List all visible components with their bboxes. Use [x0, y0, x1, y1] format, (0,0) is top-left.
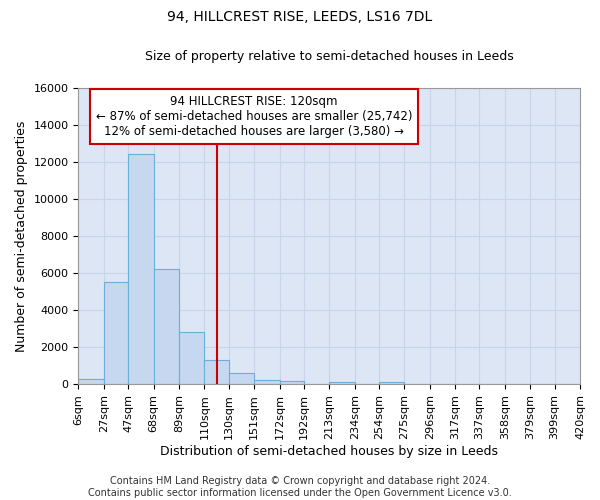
Y-axis label: Number of semi-detached properties: Number of semi-detached properties — [15, 120, 28, 352]
Bar — [254, 380, 280, 384]
X-axis label: Distribution of semi-detached houses by size in Leeds: Distribution of semi-detached houses by … — [160, 444, 498, 458]
Bar — [128, 154, 154, 384]
Text: Contains HM Land Registry data © Crown copyright and database right 2024.
Contai: Contains HM Land Registry data © Crown c… — [88, 476, 512, 498]
Bar — [154, 270, 179, 384]
Bar — [329, 382, 355, 384]
Bar — [179, 332, 205, 384]
Bar — [280, 382, 304, 384]
Bar — [379, 382, 404, 384]
Bar — [229, 373, 254, 384]
Bar — [79, 378, 104, 384]
Text: 94 HILLCREST RISE: 120sqm
← 87% of semi-detached houses are smaller (25,742)
12%: 94 HILLCREST RISE: 120sqm ← 87% of semi-… — [96, 95, 412, 138]
Title: Size of property relative to semi-detached houses in Leeds: Size of property relative to semi-detach… — [145, 50, 514, 63]
Bar — [104, 282, 128, 384]
Bar — [205, 360, 229, 384]
Text: 94, HILLCREST RISE, LEEDS, LS16 7DL: 94, HILLCREST RISE, LEEDS, LS16 7DL — [167, 10, 433, 24]
